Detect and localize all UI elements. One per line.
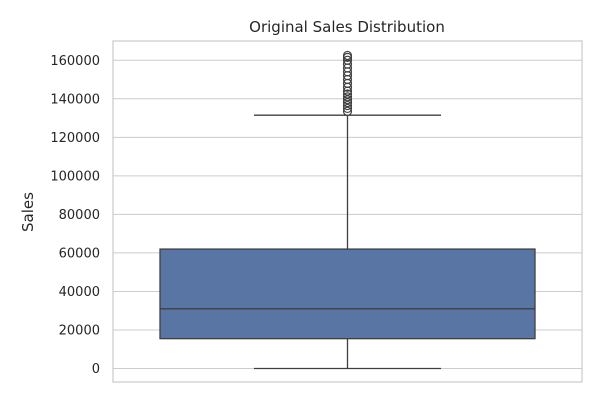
y-tick-label-5: 100000 <box>50 169 100 184</box>
chart-title: Original Sales Distribution <box>249 18 445 36</box>
y-axis-ticks: 0 20000 40000 60000 80000 100000 120000 140000 1… <box>50 54 100 377</box>
outlier-point-0 <box>342 106 353 116</box>
y-tick-label-6: 120000 <box>50 131 100 146</box>
y-tick-label-4: 80000 <box>59 208 100 223</box>
outlier-point-3 <box>342 98 353 108</box>
box-plot-elements <box>159 50 536 370</box>
y-tick-label-2: 40000 <box>59 285 100 300</box>
y-tick-label-0: 0 <box>92 362 100 377</box>
outlier-point-5 <box>342 92 353 102</box>
outlier-point-6 <box>342 89 353 99</box>
outlier-point-2 <box>342 100 353 111</box>
y-tick-label-3: 60000 <box>59 246 100 261</box>
outlier-point-14 <box>342 59 353 69</box>
y-tick-label-8: 160000 <box>50 54 100 69</box>
y-tick-label-1: 20000 <box>59 323 100 338</box>
plot-frame <box>112 40 583 383</box>
outlier-point-15 <box>342 55 353 65</box>
outlier-point-1 <box>342 103 353 114</box>
y-axis-label: Sales <box>19 192 37 232</box>
outlier-point-17 <box>342 50 353 61</box>
y-tick-label-7: 140000 <box>50 92 100 107</box>
outlier-point-4 <box>342 95 353 105</box>
interquartile-box <box>159 248 536 340</box>
